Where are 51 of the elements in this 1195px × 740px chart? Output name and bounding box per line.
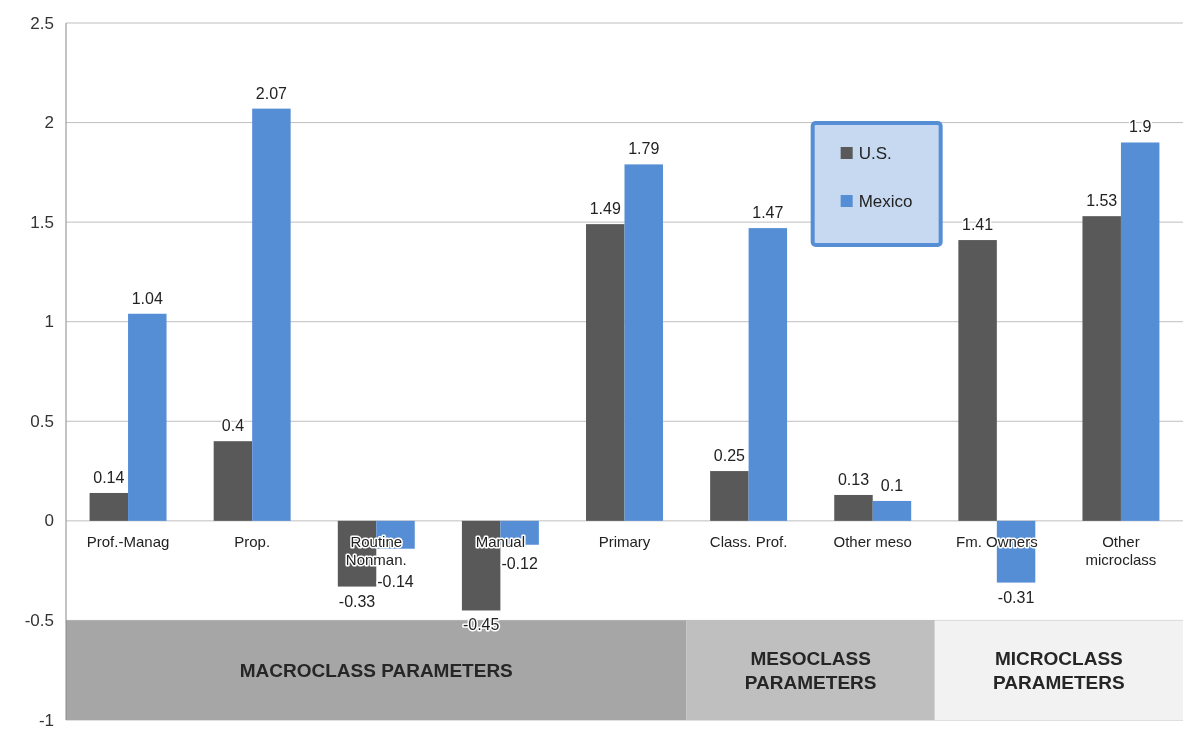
x-tick-label: Prof.-Manag (86, 532, 170, 550)
data-label: 1.53 (1086, 192, 1118, 210)
y-tick-label: 2 (44, 113, 54, 133)
data-label: 0.4 (221, 417, 245, 435)
bar (89, 492, 129, 521)
data-label: -0.14 (377, 572, 414, 590)
y-tick-label: -0.5 (24, 610, 54, 630)
band-label: MESOCLASS PARAMETERS (744, 647, 877, 693)
data-label: 0.1 (880, 476, 904, 494)
data-label: 1.04 (131, 289, 163, 307)
bar (958, 240, 997, 521)
x-tick-label: Primary (598, 532, 651, 550)
data-label: -0.45 (462, 616, 500, 634)
data-label: 0.13 (837, 470, 870, 488)
bar (128, 313, 167, 521)
bar (1120, 142, 1160, 521)
x-tick-label: Manual (475, 532, 525, 550)
data-label: 1.47 (752, 204, 784, 222)
band-label: MACROCLASS PARAMETERS (239, 659, 513, 681)
bar (586, 224, 625, 521)
bar (748, 228, 788, 521)
x-tick-label: Other microclass (1085, 532, 1157, 568)
y-tick-label: 2.5 (30, 13, 54, 33)
legend-label: Mexico (858, 191, 913, 211)
band-label: MICROCLASS PARAMETERS (993, 647, 1125, 693)
data-label: 1.41 (962, 216, 994, 234)
x-tick-label: Class. Prof. (709, 532, 788, 550)
data-label: -0.12 (501, 554, 538, 572)
bar (624, 164, 663, 521)
bar (834, 494, 873, 521)
data-label: 1.79 (628, 140, 660, 158)
data-label: 0.14 (93, 468, 125, 486)
x-tick-label: Other meso (833, 532, 912, 550)
bar (252, 108, 291, 521)
y-tick-label: 1.5 (30, 212, 54, 232)
bar (710, 471, 749, 521)
data-label: -0.31 (997, 588, 1035, 606)
legend-label: U.S. (858, 143, 892, 163)
y-tick-label: 0.5 (30, 411, 54, 431)
data-label: 0.25 (713, 447, 746, 465)
data-label: 1.9 (1129, 118, 1152, 136)
data-label: 2.07 (255, 84, 288, 102)
bar (213, 441, 253, 521)
data-label: -0.33 (338, 592, 376, 610)
y-tick-label: 0 (44, 511, 54, 531)
y-tick-label: -1 (38, 710, 54, 730)
data-label: 1.49 (589, 200, 621, 218)
x-tick-label: Prop. (234, 532, 271, 550)
y-tick-label: 1 (44, 312, 54, 332)
bar (1082, 216, 1121, 521)
bar (872, 500, 912, 521)
